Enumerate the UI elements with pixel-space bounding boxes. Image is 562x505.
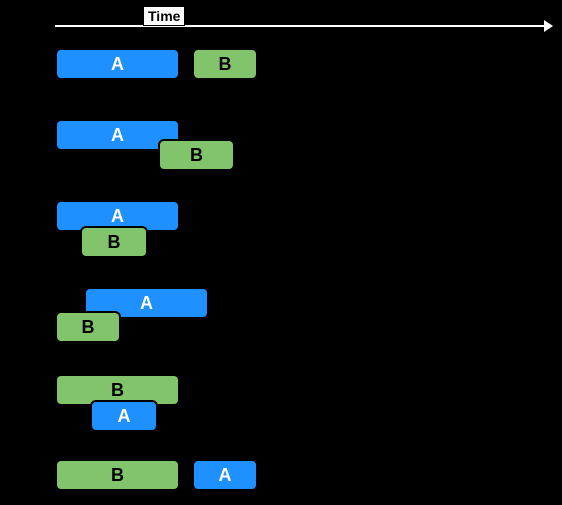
time-axis-arrowhead xyxy=(544,20,553,32)
block-b: B xyxy=(55,459,180,491)
diagram-canvas: Time ABABABABBABA xyxy=(0,0,562,505)
block-a: A xyxy=(55,48,180,80)
block-a: A xyxy=(90,400,158,432)
time-axis-line xyxy=(55,25,544,27)
block-b: B xyxy=(158,139,235,171)
time-label: Time xyxy=(143,6,185,26)
block-b: B xyxy=(192,48,258,80)
block-b: B xyxy=(80,226,148,258)
block-a: A xyxy=(192,459,258,491)
block-b: B xyxy=(55,311,121,343)
